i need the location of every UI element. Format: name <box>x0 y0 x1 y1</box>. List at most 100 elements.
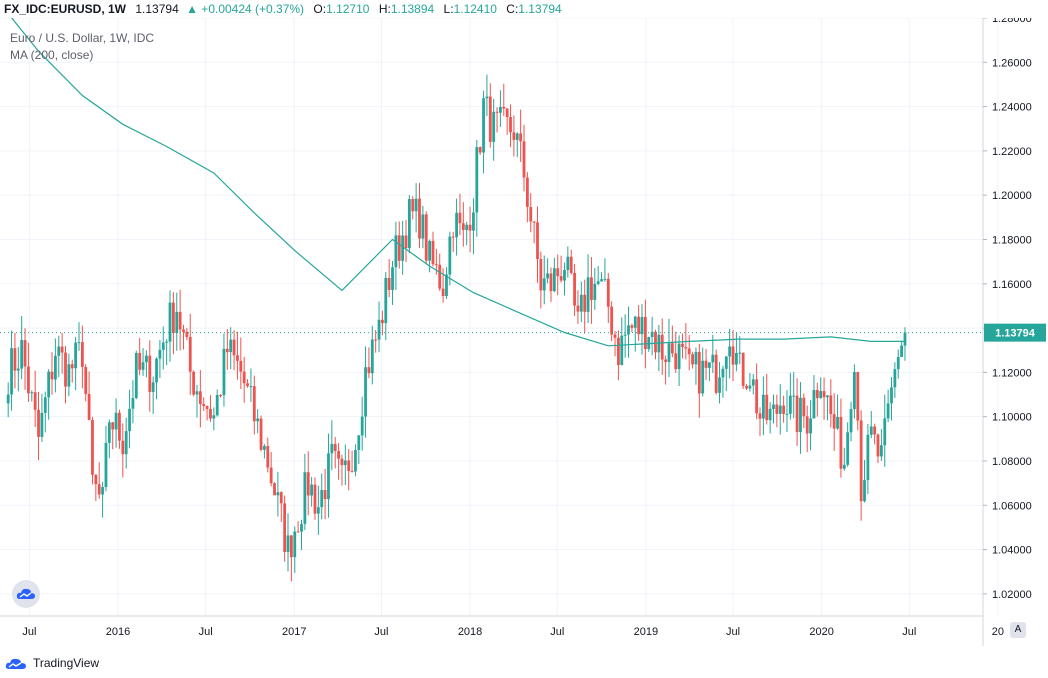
x-tick-label: Jul <box>550 626 564 638</box>
candle-body <box>748 385 752 389</box>
candle-body <box>70 364 74 369</box>
low-label: L: <box>443 2 454 16</box>
candle-body <box>603 278 607 280</box>
candle-body <box>890 387 893 404</box>
candle-body <box>441 288 445 297</box>
candle-body <box>84 366 88 394</box>
candle-body <box>327 453 330 500</box>
candle-body <box>829 395 833 415</box>
candle-body <box>637 316 641 335</box>
candle-body <box>367 367 371 374</box>
candle-body <box>606 278 610 307</box>
candle-body <box>772 404 775 409</box>
candle-body <box>846 432 850 465</box>
candle-body <box>434 264 438 266</box>
candle-body <box>896 356 900 370</box>
candle-body <box>873 426 877 435</box>
candle-body <box>161 342 165 350</box>
candle-body <box>131 398 135 409</box>
candle-body <box>566 256 570 270</box>
candle-body <box>141 362 145 370</box>
candle-body <box>40 412 44 437</box>
indicator-title[interactable]: MA (200, close) <box>10 48 94 62</box>
candle-body <box>654 331 657 353</box>
candle-body <box>219 395 222 397</box>
candle-body <box>509 117 512 133</box>
last-price-label: 1.13794 <box>995 328 1036 340</box>
cloud-icon[interactable] <box>12 580 40 608</box>
candle-body <box>404 235 408 249</box>
candle-body <box>57 346 61 356</box>
y-tick-label: 1.04000 <box>992 545 1032 557</box>
auto-scale-button[interactable]: A <box>1010 622 1026 638</box>
candle-body <box>377 319 381 340</box>
candle-body <box>87 393 91 421</box>
candle-body <box>414 198 418 212</box>
tradingview-icon <box>5 658 27 669</box>
candle-body <box>458 212 462 224</box>
candle-body <box>525 177 529 207</box>
candle-body <box>792 395 796 397</box>
candle-body <box>293 531 297 558</box>
candle-body <box>677 343 681 370</box>
candle-body <box>350 470 354 472</box>
candle-body <box>229 339 233 353</box>
candle-body <box>502 106 506 109</box>
candle-body <box>391 267 394 290</box>
price-chart[interactable]: 1.28000 1.26000 1.24000 1.22000 1.20000 1.180… <box>0 18 1048 648</box>
candle-body <box>667 343 671 362</box>
price-change: ▲ +0.00424 (+0.37%) <box>186 2 305 16</box>
candle-body <box>782 405 786 414</box>
candle-body <box>16 368 20 371</box>
candle-body <box>600 279 603 282</box>
candle-body <box>202 404 206 407</box>
series-title[interactable]: Euro / U.S. Dollar, 1W, IDC <box>10 31 155 45</box>
candle-body <box>869 426 873 435</box>
candle-body <box>323 490 327 500</box>
candle-body <box>300 523 303 532</box>
candle-body <box>448 236 452 275</box>
candle-body <box>694 352 698 365</box>
candle-body <box>428 240 432 261</box>
candle-body <box>269 467 273 484</box>
candle-body <box>596 281 600 284</box>
candle-body <box>13 348 17 371</box>
candle-body <box>465 224 469 230</box>
candle-body <box>337 451 340 459</box>
candle-body <box>47 371 51 398</box>
candle-body <box>900 345 904 357</box>
grid <box>0 18 999 616</box>
candle-body <box>630 325 634 328</box>
candle-body <box>758 413 762 419</box>
candle-body <box>215 395 219 416</box>
candle-body <box>623 334 627 336</box>
candle-body <box>620 335 624 366</box>
candle-body <box>788 395 792 414</box>
time-axis[interactable]: Jul 2016 Jul 2017 Jul 2018 Jul 2019 Jul 2020 Jul 20 <box>22 626 1004 638</box>
candle-body <box>273 483 276 496</box>
candle-body <box>802 397 806 417</box>
candle-body <box>370 339 374 374</box>
candle-body <box>876 434 880 457</box>
candle-body <box>674 353 678 370</box>
candle-body <box>485 96 489 99</box>
candle-body <box>320 490 324 508</box>
candle-body <box>138 353 142 370</box>
price-axis[interactable]: 1.28000 1.26000 1.24000 1.22000 1.20000 1.180… <box>983 18 1032 601</box>
candle-body <box>751 379 755 386</box>
candle-body <box>886 403 890 419</box>
candle-body <box>519 133 523 142</box>
y-tick-label: 1.12000 <box>992 367 1032 379</box>
candle-body <box>165 341 169 343</box>
candle-body <box>182 329 185 332</box>
candle-body <box>512 132 516 140</box>
candle-body <box>475 147 479 213</box>
candle-body <box>188 336 192 372</box>
tradingview-logo[interactable]: TradingView <box>5 654 99 672</box>
candle-body <box>650 331 654 337</box>
y-tick-label: 1.28000 <box>992 18 1032 25</box>
candle-body <box>735 352 738 365</box>
candle-body <box>576 305 580 312</box>
symbol-name[interactable]: FX_IDC:EURUSD, 1W <box>4 2 127 16</box>
candle-body <box>785 413 789 415</box>
